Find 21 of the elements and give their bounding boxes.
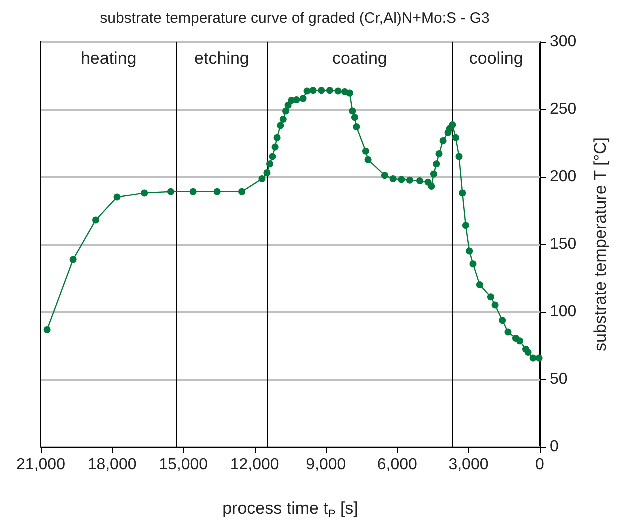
y-tick-label: 0 [550, 438, 559, 456]
annotation: coating [332, 49, 388, 68]
annotation: cooling [469, 49, 524, 68]
x-tick-label: 18,000 [88, 456, 137, 474]
y-tick-label: 150 [550, 236, 577, 253]
x-tick-label: 9,000 [306, 456, 346, 474]
chart-title: substrate temperature curve of graded (Cr,Al)N+Mo:S - G3 [100, 10, 490, 27]
annotation: heating [80, 49, 137, 68]
x-tick-label: 0 [536, 456, 545, 474]
y-tick-label: 50 [550, 371, 568, 388]
y-tick-label: 200 [550, 168, 577, 186]
x-tick-label: 12,000 [230, 456, 280, 474]
x-tick-label: 21,000 [16, 456, 66, 474]
y-tick-label: 250 [550, 101, 577, 118]
annotation: etching [194, 49, 250, 68]
y-tick-label: 100 [550, 304, 577, 320]
y-axis-title: substrate temperature T [°C] [591, 137, 610, 352]
x-tick-label: 3,000 [448, 456, 489, 474]
x-tick-label: 15,000 [159, 456, 208, 474]
x-tick-label: 6,000 [377, 456, 418, 474]
y-tick-label: 300 [550, 34, 577, 50]
